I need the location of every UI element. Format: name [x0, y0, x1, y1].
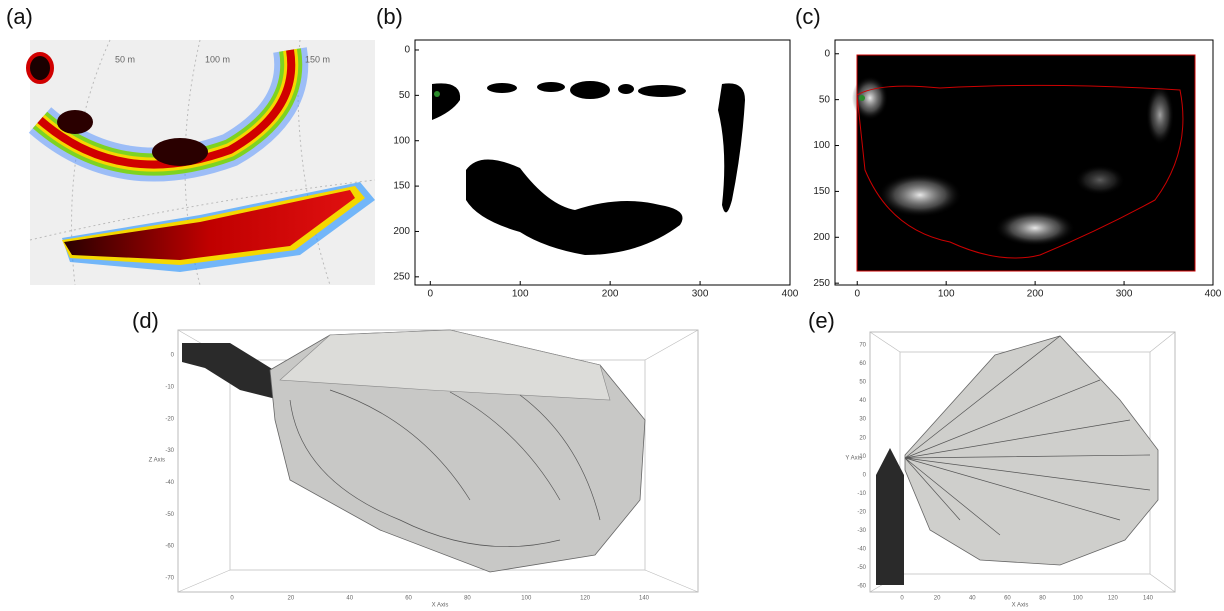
tick-label: -10: [857, 491, 866, 497]
tick-label: 140: [1143, 596, 1154, 602]
tick-label: 0: [171, 353, 175, 359]
x-tick-label: 300: [692, 289, 709, 300]
tick-label: -20: [165, 416, 174, 422]
tick-label: 40: [859, 398, 866, 404]
intensity-map: [835, 40, 1213, 285]
tick-label: 60: [405, 596, 412, 602]
y-tick-label: 200: [393, 226, 410, 237]
tick-label: 80: [464, 596, 471, 602]
y-tick-label: 100: [393, 135, 410, 146]
tick-label: -60: [165, 544, 174, 550]
tick-label: 0: [900, 596, 904, 602]
y-tick-label: 0: [824, 48, 830, 59]
binary-map: [415, 40, 790, 285]
x-tick-label: 0: [854, 289, 860, 300]
tick-label: -40: [857, 547, 866, 553]
y-tick-label: 100: [813, 140, 830, 151]
tick-label: 0: [863, 472, 867, 478]
3d-render: [876, 336, 1158, 585]
tick-label: 120: [580, 596, 591, 602]
tick-label: -20: [857, 509, 866, 515]
tick-label: 40: [346, 596, 353, 602]
x-tick-label: 100: [512, 289, 529, 300]
range-label: 150 m: [305, 54, 330, 64]
tick-label: 140: [639, 596, 650, 602]
tick-label: -30: [857, 528, 866, 534]
y-tick-label: 0: [404, 45, 410, 56]
tick-label: -10: [165, 384, 174, 390]
3d-render: [182, 330, 645, 572]
panel-label: (e): [808, 308, 835, 333]
tick-label: 50: [859, 380, 866, 386]
tick-label: 20: [934, 596, 941, 602]
y-tick-label: 150: [393, 181, 410, 192]
tick-label: -70: [165, 576, 174, 582]
y-tick-label: 50: [819, 94, 831, 105]
tick-label: -50: [165, 512, 174, 518]
y-tick-label: 50: [399, 90, 411, 101]
tick-label: 20: [859, 435, 866, 441]
tick-label: 120: [1108, 596, 1119, 602]
tick-label: 100: [521, 596, 532, 602]
tick-label: -50: [857, 565, 866, 571]
axis-label: X Axis: [432, 603, 449, 609]
axis-label: Z Axis: [149, 458, 165, 464]
panel-label: (c): [795, 4, 821, 29]
tick-label: 60: [1004, 596, 1011, 602]
tick-label: 30: [859, 417, 866, 423]
x-tick-label: 100: [938, 289, 955, 300]
sonar-image: 50 m 100 m 150 m: [28, 40, 375, 285]
x-tick-label: 400: [1205, 289, 1222, 300]
tick-label: -30: [165, 448, 174, 454]
tick-label: 80: [1039, 596, 1046, 602]
x-tick-label: 300: [1116, 289, 1133, 300]
tick-label: 20: [288, 596, 295, 602]
figure: (a) 50 m 100 m 150 m (b) 010020030040005…: [0, 0, 1224, 611]
range-label: 50 m: [115, 54, 135, 64]
tick-label: 60: [859, 361, 866, 367]
tick-label: 10: [859, 454, 866, 460]
y-tick-label: 200: [813, 232, 830, 243]
x-tick-label: 200: [1027, 289, 1044, 300]
panel-label: (b): [376, 4, 403, 29]
range-label: 100 m: [205, 54, 230, 64]
y-tick-label: 250: [813, 278, 830, 289]
x-tick-label: 400: [782, 289, 799, 300]
x-tick-label: 200: [602, 289, 619, 300]
y-tick-label: 150: [813, 186, 830, 197]
tick-label: 70: [859, 343, 866, 349]
tick-label: 100: [1073, 596, 1084, 602]
tick-label: 40: [969, 596, 976, 602]
axis-label: X Axis: [1012, 603, 1029, 609]
x-tick-label: 0: [428, 289, 434, 300]
tick-label: -60: [857, 584, 866, 590]
tick-label: -40: [165, 480, 174, 486]
tick-label: 0: [230, 596, 234, 602]
panel-label: (d): [132, 308, 159, 333]
panel-label: (a): [6, 4, 33, 29]
y-tick-label: 250: [393, 271, 410, 282]
